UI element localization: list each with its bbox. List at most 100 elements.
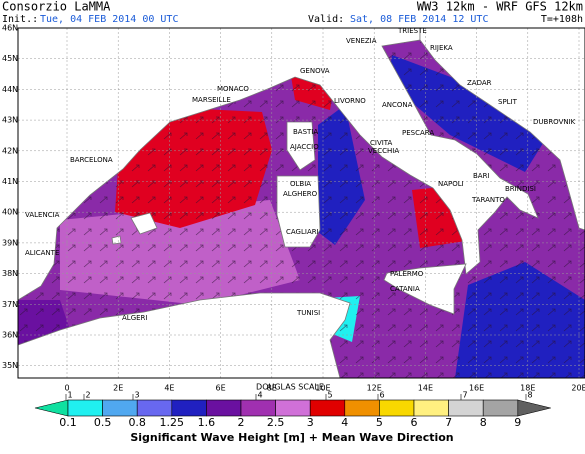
city-label: NAPOLI	[438, 180, 464, 188]
city-label: BARCELONA	[70, 156, 113, 164]
lon-label: 20E	[571, 384, 585, 393]
colorbar-arrow-low	[34, 399, 69, 417]
lat-label: 36N	[2, 331, 18, 340]
init-label: Init.:	[2, 14, 38, 25]
lon-label: 8E	[267, 384, 277, 393]
city-label: MARSEILLE	[192, 96, 231, 104]
colorbar-arrow-high	[517, 399, 551, 417]
lon-label: 12E	[367, 384, 382, 393]
douglas-title: DOUGLAS SCALE	[256, 383, 324, 392]
lon-label: 0	[64, 384, 69, 393]
city-label: CATANIA	[390, 285, 420, 293]
lat-label: 44N	[2, 85, 18, 94]
colorbar-segment	[344, 399, 380, 417]
colorbar-tick-label: 9	[514, 416, 521, 429]
lat-label: 42N	[2, 146, 18, 155]
lead-time: T=+108h	[541, 14, 583, 25]
city-label: BASTIA	[293, 128, 318, 136]
colorbar-segment	[67, 399, 103, 417]
city-label: TRIESTE	[397, 27, 427, 35]
city-label: CIVITA	[370, 139, 393, 147]
city-label: CAGLIARI	[286, 228, 319, 236]
douglas-label: 7	[462, 391, 467, 400]
lat-label: 39N	[2, 238, 18, 247]
map	[18, 28, 585, 378]
legend-caption: Significant Wave Height [m] + Mean Wave …	[130, 431, 453, 444]
city-label: ALICANTE	[25, 249, 59, 257]
colorbar-segment	[171, 399, 207, 417]
city-label: AJACCIO	[290, 143, 319, 151]
legend: DOUGLAS SCALE Significant Wave Height [m…	[34, 383, 551, 444]
lat-label: 40N	[2, 208, 18, 217]
valid-value: Sat, 08 FEB 2014 12 UTC	[350, 14, 488, 25]
colorbar-tick-label: 3	[307, 416, 314, 429]
colorbar-tick-label: 4	[341, 416, 348, 429]
colorbar-tick-label: 0.1	[59, 416, 77, 429]
lat-label: 46N	[2, 24, 18, 33]
colorbar-tick-label: 7	[445, 416, 452, 429]
colorbar-tick-label: 1.6	[198, 416, 216, 429]
colorbar-segment	[309, 399, 346, 417]
city-label: VENEZIA	[346, 37, 377, 45]
model-name: WW3 12km - WRF GFS 12km	[417, 0, 583, 14]
city-label: VALENCIA	[25, 211, 60, 219]
douglas-label: 5	[327, 391, 332, 400]
map-frame	[17, 27, 585, 379]
city-label: GENOVA	[300, 67, 330, 75]
land	[18, 28, 585, 378]
city-label: BRINDISI	[505, 185, 536, 193]
city-label: SPLIT	[498, 98, 518, 106]
city-label: LIVORNO	[334, 97, 366, 105]
lat-label: 37N	[2, 300, 18, 309]
city-label: ALGERI	[122, 314, 147, 322]
colorbar-tick-label: 0.8	[128, 416, 146, 429]
lon-label: 16E	[469, 384, 484, 393]
org-name: Consorzio LaMMA	[2, 0, 111, 14]
colorbar-segment	[413, 399, 449, 417]
colorbar-segment	[482, 399, 519, 417]
city-label: PALERMO	[390, 270, 424, 278]
douglas-label: 4	[257, 391, 262, 400]
city-label: ANCONA	[382, 101, 413, 109]
lat-label: 41N	[2, 177, 18, 186]
lat-label: 35N	[2, 361, 18, 370]
douglas-label: 2	[85, 391, 90, 400]
colorbar-segment	[240, 399, 276, 417]
lon-label: 6E	[216, 384, 226, 393]
city-label: MONACO	[217, 85, 249, 93]
lat-label: 45N	[2, 54, 18, 63]
colorbar-segment	[102, 399, 138, 417]
douglas-label: 6	[379, 391, 384, 400]
city-label: VECCHIA	[368, 147, 399, 155]
graticule	[18, 28, 585, 378]
colorbar-tick-label: 5	[376, 416, 383, 429]
city-label: DUBROVNIK	[533, 118, 576, 126]
lon-label: 2E	[113, 384, 123, 393]
colorbar-tick-label: 2	[238, 416, 245, 429]
lon-label: 14E	[418, 384, 433, 393]
colorbar-segment	[379, 399, 415, 417]
douglas-label: 3	[134, 391, 139, 400]
douglas-label: 8	[527, 391, 532, 400]
city-label: PESCARA	[402, 129, 434, 137]
city-label: BARI	[473, 172, 490, 180]
colorbar-segment	[136, 399, 173, 417]
city-label: OLBIA	[290, 180, 311, 188]
colorbar-segment	[275, 399, 311, 417]
lon-label: 10E	[315, 384, 330, 393]
init-value: Tue, 04 FEB 2014 00 UTC	[40, 14, 178, 25]
douglas-label: 1	[67, 391, 72, 400]
lat-label: 43N	[2, 116, 18, 125]
valid-label: Valid:	[308, 14, 344, 25]
colorbar-segment	[448, 399, 484, 417]
city-labels: TRIESTE VENEZIA RIJEKA ZADAR SPLIT DUBRO…	[25, 27, 576, 322]
lon-label: 18E	[520, 384, 535, 393]
colorbar-segment	[206, 399, 242, 417]
lon-label: 4E	[164, 384, 174, 393]
colorbar-tick-label: 0.5	[94, 416, 112, 429]
lat-label: 38N	[2, 269, 18, 278]
colorbar-tick-label: 8	[480, 416, 487, 429]
colorbar-tick-label: 2.5	[267, 416, 285, 429]
